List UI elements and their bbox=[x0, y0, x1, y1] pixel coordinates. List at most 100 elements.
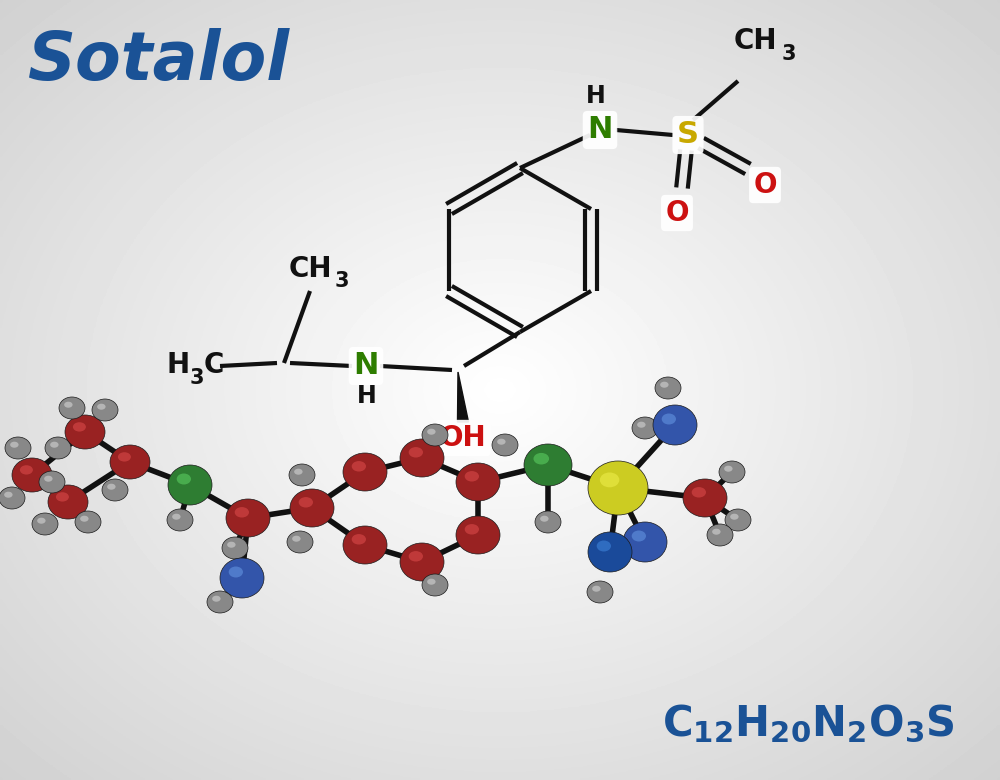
Ellipse shape bbox=[287, 531, 313, 553]
Ellipse shape bbox=[299, 497, 313, 508]
Text: H: H bbox=[586, 84, 606, 108]
Ellipse shape bbox=[212, 596, 221, 601]
Ellipse shape bbox=[110, 445, 150, 479]
Ellipse shape bbox=[533, 453, 549, 464]
Ellipse shape bbox=[12, 458, 52, 492]
Ellipse shape bbox=[653, 405, 697, 445]
Ellipse shape bbox=[92, 399, 118, 421]
Ellipse shape bbox=[422, 424, 448, 446]
Text: Sotalol: Sotalol bbox=[28, 28, 290, 94]
Ellipse shape bbox=[48, 485, 88, 519]
Ellipse shape bbox=[44, 476, 53, 482]
Ellipse shape bbox=[497, 438, 506, 445]
Ellipse shape bbox=[632, 530, 646, 541]
Ellipse shape bbox=[637, 422, 646, 427]
Ellipse shape bbox=[172, 514, 181, 519]
Ellipse shape bbox=[623, 522, 667, 562]
Text: N: N bbox=[353, 352, 379, 381]
Ellipse shape bbox=[352, 461, 366, 472]
Ellipse shape bbox=[59, 397, 85, 419]
Ellipse shape bbox=[75, 511, 101, 533]
Ellipse shape bbox=[524, 444, 572, 486]
Ellipse shape bbox=[235, 507, 249, 517]
Ellipse shape bbox=[32, 513, 58, 535]
Text: CH: CH bbox=[288, 255, 332, 283]
Ellipse shape bbox=[692, 487, 706, 498]
Ellipse shape bbox=[102, 479, 128, 501]
Ellipse shape bbox=[660, 381, 669, 388]
Ellipse shape bbox=[222, 537, 248, 559]
Ellipse shape bbox=[662, 413, 676, 424]
Ellipse shape bbox=[64, 402, 73, 408]
Ellipse shape bbox=[10, 441, 19, 448]
Ellipse shape bbox=[227, 541, 236, 548]
Ellipse shape bbox=[588, 461, 648, 515]
Ellipse shape bbox=[4, 491, 13, 498]
Ellipse shape bbox=[97, 404, 106, 410]
Ellipse shape bbox=[343, 453, 387, 491]
Ellipse shape bbox=[220, 558, 264, 598]
Ellipse shape bbox=[37, 518, 46, 523]
Ellipse shape bbox=[456, 463, 500, 501]
Ellipse shape bbox=[730, 514, 739, 519]
Ellipse shape bbox=[226, 499, 270, 537]
Ellipse shape bbox=[290, 489, 334, 527]
Ellipse shape bbox=[588, 532, 632, 572]
Text: S: S bbox=[677, 120, 699, 150]
Ellipse shape bbox=[465, 524, 479, 534]
Ellipse shape bbox=[422, 574, 448, 596]
Text: CH: CH bbox=[733, 27, 777, 55]
Ellipse shape bbox=[167, 509, 193, 531]
Ellipse shape bbox=[168, 465, 212, 505]
Ellipse shape bbox=[5, 437, 31, 459]
Ellipse shape bbox=[207, 591, 233, 613]
Ellipse shape bbox=[50, 441, 59, 448]
Ellipse shape bbox=[540, 516, 549, 522]
Ellipse shape bbox=[409, 447, 423, 458]
Ellipse shape bbox=[343, 526, 387, 564]
Ellipse shape bbox=[719, 461, 745, 483]
Text: H: H bbox=[166, 351, 190, 379]
Text: H: H bbox=[357, 384, 377, 408]
Ellipse shape bbox=[400, 543, 444, 581]
Ellipse shape bbox=[80, 516, 89, 522]
Text: 3: 3 bbox=[190, 368, 204, 388]
Ellipse shape bbox=[118, 452, 131, 462]
Ellipse shape bbox=[45, 437, 71, 459]
Ellipse shape bbox=[600, 473, 619, 488]
Text: O: O bbox=[665, 199, 689, 227]
Ellipse shape bbox=[73, 422, 86, 431]
Ellipse shape bbox=[292, 536, 301, 542]
Text: N: N bbox=[587, 115, 613, 144]
Ellipse shape bbox=[352, 534, 366, 544]
Ellipse shape bbox=[427, 579, 436, 585]
Ellipse shape bbox=[587, 581, 613, 603]
Ellipse shape bbox=[177, 473, 191, 484]
Ellipse shape bbox=[655, 377, 681, 399]
Polygon shape bbox=[458, 372, 468, 422]
Ellipse shape bbox=[294, 469, 303, 475]
Ellipse shape bbox=[597, 541, 611, 551]
Text: C: C bbox=[204, 351, 224, 379]
Ellipse shape bbox=[707, 524, 733, 546]
Ellipse shape bbox=[456, 516, 500, 554]
Ellipse shape bbox=[683, 479, 727, 517]
Ellipse shape bbox=[56, 492, 69, 502]
Ellipse shape bbox=[0, 487, 25, 509]
Ellipse shape bbox=[107, 484, 116, 490]
Ellipse shape bbox=[20, 465, 33, 474]
Ellipse shape bbox=[465, 471, 479, 481]
Text: 3: 3 bbox=[782, 44, 796, 64]
Ellipse shape bbox=[409, 551, 423, 562]
Text: O: O bbox=[753, 171, 777, 199]
Ellipse shape bbox=[492, 434, 518, 456]
Ellipse shape bbox=[65, 415, 105, 449]
Ellipse shape bbox=[724, 466, 733, 472]
Text: OH: OH bbox=[440, 424, 486, 452]
Ellipse shape bbox=[592, 586, 601, 592]
Text: 3: 3 bbox=[335, 271, 349, 291]
Ellipse shape bbox=[427, 429, 436, 434]
Text: $\mathbf{C_{12}H_{20}N_2O_3S}$: $\mathbf{C_{12}H_{20}N_2O_3S}$ bbox=[662, 703, 954, 745]
Ellipse shape bbox=[725, 509, 751, 531]
Ellipse shape bbox=[535, 511, 561, 533]
